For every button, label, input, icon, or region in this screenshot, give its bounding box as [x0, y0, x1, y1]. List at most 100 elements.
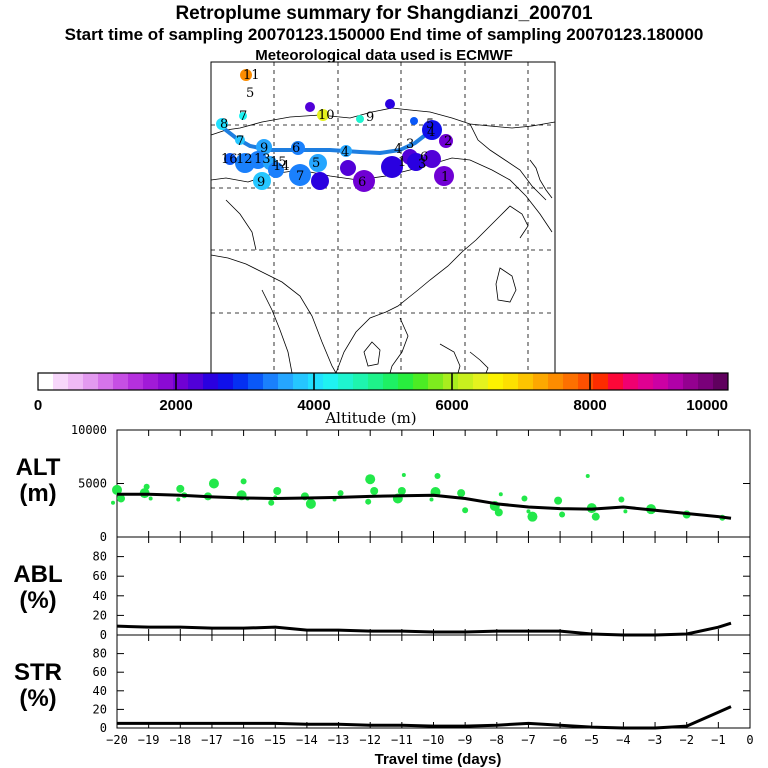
colorbar-segment [578, 373, 594, 390]
colorbar-segment [608, 373, 624, 390]
map-frame [210, 61, 556, 374]
x-tick-label: −4 [616, 733, 630, 747]
plume-cluster-dot [291, 141, 305, 155]
colorbar-segment [113, 373, 129, 390]
altitude-cluster-point [494, 508, 503, 517]
altitude-cluster-point [434, 473, 441, 480]
plume-cluster-dot [256, 139, 272, 155]
plume-cluster-dot [253, 172, 271, 190]
altitude-cluster-point [365, 474, 376, 485]
plume-cluster-dot [340, 160, 356, 176]
plume-cluster-dot [385, 99, 395, 109]
retroplume-centroid-path [220, 125, 430, 156]
plume-cluster-label: 14 [273, 159, 290, 174]
colorbar-segment [653, 373, 669, 390]
x-tick-label: −8 [490, 733, 504, 747]
y-tick-label: 0 [100, 530, 107, 544]
colorbar-segment [218, 373, 234, 390]
colorbar-tick-label: 4000 [297, 397, 330, 414]
altitude-cluster-point [623, 509, 628, 514]
colorbar-segment [68, 373, 84, 390]
y-tick-label: 40 [93, 589, 107, 603]
y-tick-label: 40 [93, 684, 107, 698]
altitude-cluster-point [337, 490, 344, 497]
altitude-cluster-point [462, 507, 469, 514]
chart-title: Retroplume summary for Shangdianzi_20070… [175, 3, 593, 24]
x-tick-label: −13 [328, 733, 350, 747]
colorbar-segment [668, 373, 684, 390]
y-tick-label: 0 [100, 721, 107, 735]
colorbar-segment [338, 373, 354, 390]
plume-cluster-label: 4 [394, 142, 402, 157]
altitude-cluster-point [618, 496, 625, 503]
plume-cluster-dot [439, 134, 453, 148]
map-coastline [261, 289, 293, 374]
altitude-cluster-point [365, 498, 372, 505]
colorbar-segment [443, 373, 459, 390]
trajectory-map [210, 61, 556, 374]
map-coastline [363, 341, 381, 367]
stratosphere-series-line [117, 705, 732, 730]
y-tick-label: 80 [93, 550, 107, 564]
colorbar-tick-label: 6000 [435, 397, 468, 414]
plume-cluster-dot [340, 145, 352, 157]
plume-cluster-dot [216, 118, 228, 130]
plume-cluster-label: 13 [254, 152, 271, 167]
altitude-cluster-point [527, 511, 538, 522]
colorbar-tick-label: 8000 [573, 397, 606, 414]
plume-cluster-dot [268, 162, 284, 178]
plume-cluster-dot [356, 115, 364, 123]
colorbar-segment [623, 373, 639, 390]
colorbar-segment [548, 373, 564, 390]
plume-cluster-label: 6 [358, 175, 366, 190]
colorbar-axis-label: Altitude (m) [324, 409, 416, 427]
sampling-times: Start time of sampling 20070123.150000 E… [64, 25, 704, 44]
colorbar-segment [593, 373, 609, 390]
x-tick-label: −16 [233, 733, 255, 747]
altitude-colorbar [37, 372, 729, 391]
abl-panel [116, 536, 751, 637]
altitude-cluster-point [117, 494, 125, 503]
plume-cluster-label: 5 [246, 86, 254, 101]
altitude-series-line [117, 492, 732, 520]
plume-cluster-dot [410, 117, 418, 125]
altitude-cluster-point [176, 484, 185, 493]
colorbar-segment [458, 373, 474, 390]
plume-cluster-dot [422, 120, 442, 140]
plume-cluster-dot [353, 170, 375, 192]
colorbar-segment [533, 373, 549, 390]
x-tick-label: −20 [106, 733, 128, 747]
colorbar-segment [503, 373, 519, 390]
colorbar-segment [53, 373, 69, 390]
colorbar-segment [248, 373, 264, 390]
colorbar-segment [488, 373, 504, 390]
map-coastline [439, 343, 461, 374]
altitude-cluster-point [559, 511, 566, 518]
altitude-cluster-point [526, 509, 531, 514]
colorbar-segment [263, 373, 279, 390]
plume-cluster-dot [235, 135, 245, 145]
plume-cluster-label: 1 [441, 170, 449, 185]
x-tick-label: −9 [458, 733, 472, 747]
x-tick-label: −19 [138, 733, 160, 747]
colorbar-segment [368, 373, 384, 390]
plume-cluster-dot [407, 153, 425, 171]
colorbar-segment [293, 373, 309, 390]
plume-cluster-label: 7 [236, 134, 244, 149]
y-tick-label: 60 [93, 665, 107, 679]
altitude-axis-unit: (m) [19, 480, 56, 507]
x-tick-label: −14 [296, 733, 318, 747]
colorbar-segment [683, 373, 699, 390]
colorbar-frame [37, 372, 729, 391]
colorbar-segment [98, 373, 114, 390]
y-tick-label: 5000 [78, 477, 107, 491]
map-coastline [495, 267, 517, 303]
altitude-cluster-point [370, 486, 379, 495]
colorbar-segment [233, 373, 249, 390]
y-tick-label: 60 [93, 569, 107, 583]
plume-cluster-label: 16 [221, 152, 238, 167]
plume-cluster-dot [311, 172, 329, 190]
plume-cluster-dot [381, 156, 403, 178]
plume-cluster-label: 9 [257, 175, 265, 190]
plume-cluster-dot [305, 102, 315, 112]
